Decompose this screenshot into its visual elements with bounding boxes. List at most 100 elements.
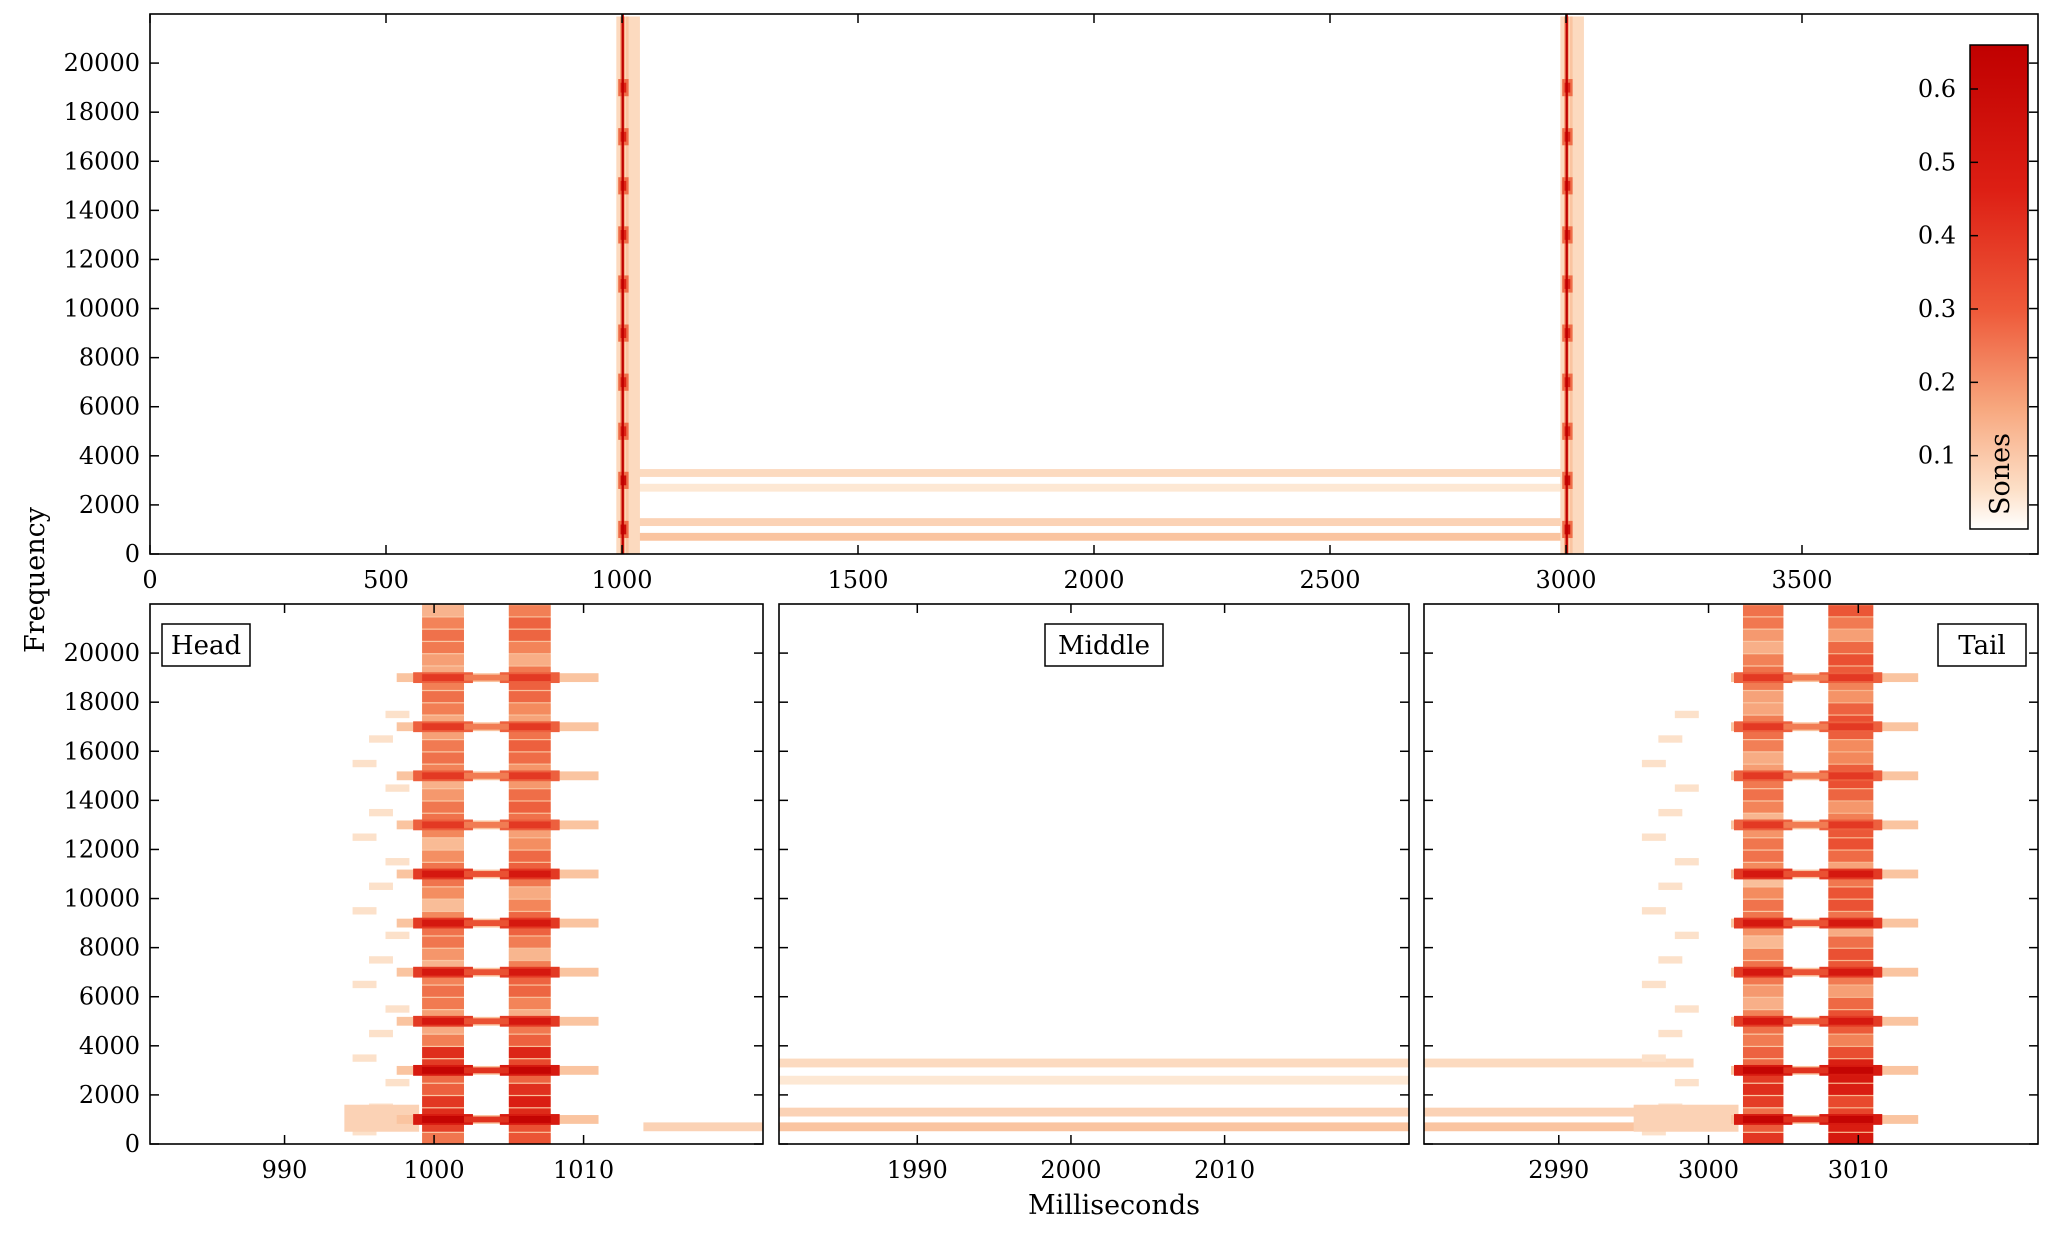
- burst-column-cell: [1828, 1108, 1874, 1120]
- colorbar-gradient: [1970, 45, 2028, 529]
- x-tick-label: 1000: [591, 566, 652, 594]
- y-tick-label: 16000: [64, 147, 140, 175]
- burst-column-cell: [508, 912, 551, 924]
- burst-column-cell: [422, 764, 464, 776]
- burst-column-cell: [1828, 678, 1874, 690]
- harmonic-peak: [1828, 968, 1874, 976]
- burst-column-cell: [1742, 875, 1784, 887]
- burst-column-cell: [1742, 605, 1784, 617]
- x-tick-label: 0: [142, 566, 157, 594]
- burst-column-cell: [508, 948, 551, 960]
- burst-column-cell: [422, 985, 464, 997]
- harmonic-peak: [1828, 674, 1874, 682]
- harmonic-peak: [508, 1066, 551, 1074]
- burst-column-cell: [1742, 1083, 1784, 1095]
- burst-column-cell: [508, 973, 551, 985]
- burst-column-cell: [1742, 666, 1784, 678]
- burst-column-cell: [1742, 777, 1784, 789]
- y-tick-label: 0: [125, 1130, 140, 1158]
- burst-column-cell: [1828, 924, 1874, 936]
- burst-column-cell: [1742, 826, 1784, 838]
- harmonic-bridge: [1783, 723, 1829, 730]
- burst-column-cell: [1742, 924, 1784, 936]
- burst-column-cell: [508, 764, 551, 776]
- burst-column-cell: [422, 1120, 464, 1132]
- burst-column-cell: [422, 617, 464, 629]
- burst-column-cell: [1742, 715, 1784, 727]
- pre-echo-cell: [1674, 931, 1699, 940]
- burst-column-cell: [1828, 862, 1874, 874]
- burst-column-cell: [508, 1108, 551, 1120]
- burst-column-cell: [422, 1022, 464, 1034]
- pre-echo-cell: [369, 1029, 393, 1038]
- burst-column-cell: [1742, 1059, 1784, 1071]
- y-tick-label: 14000: [64, 786, 140, 814]
- burst-column-cell: [508, 1071, 551, 1083]
- y-tick-label: 18000: [64, 688, 140, 716]
- harmonic-peak: [508, 919, 551, 927]
- pre-echo-cell: [1641, 759, 1666, 768]
- burst-column-cell: [422, 936, 464, 948]
- burst-column-cell: [1742, 703, 1784, 715]
- burst-column-cell: [508, 629, 551, 641]
- pre-echo-cell: [369, 956, 393, 964]
- harmonic-peak: [422, 723, 464, 731]
- burst-column-cell: [1828, 899, 1874, 911]
- burst-column-cell: [1742, 887, 1784, 899]
- tone-line: [779, 1058, 1409, 1068]
- burst-column-cell: [1828, 642, 1874, 654]
- burst-column-cell: [1742, 1022, 1784, 1034]
- burst-column-cell: [422, 997, 464, 1009]
- colorbar-tick-label: 0.2: [1918, 368, 1956, 396]
- burst-column-cell: [1828, 875, 1874, 887]
- burst-column-cell: [1828, 605, 1874, 617]
- zoom-panel-frame: [778, 603, 1410, 1145]
- harmonic-bridge: [1783, 772, 1829, 779]
- burst-column-cell: [1828, 1120, 1874, 1132]
- burst-column-cell: [422, 850, 464, 862]
- burst-column-cell: [1742, 764, 1784, 776]
- pre-echo-cell: [385, 858, 410, 866]
- pre-echo-cell: [1641, 907, 1666, 915]
- x-tick-label: 3500: [1771, 566, 1832, 594]
- pre-echo-cell: [1674, 858, 1699, 866]
- burst-column-cell: [422, 642, 464, 654]
- pre-echo-cell: [1641, 1054, 1666, 1062]
- harmonic-bridge: [463, 969, 509, 976]
- burst-column-cell: [1828, 629, 1874, 641]
- burst-column-cell: [422, 777, 464, 789]
- burst-column-cell: [508, 961, 551, 973]
- burst-column-cell: [422, 887, 464, 899]
- y-tick-label: 6000: [79, 983, 140, 1011]
- pre-echo-cell: [1674, 1078, 1699, 1087]
- burst-column-cell: [1828, 948, 1874, 960]
- burst-column-cell: [1742, 1047, 1784, 1059]
- panel-label-box: [1937, 623, 2027, 667]
- colorbar-tick-label: 0.6: [1918, 75, 1956, 103]
- y-tick-label: 4000: [79, 442, 140, 470]
- zoom-panel-frame: [1423, 603, 2039, 1145]
- harmonic-peak: [508, 772, 551, 780]
- panel-label: Head: [171, 631, 241, 661]
- harmonic-bridge: [1783, 1018, 1829, 1025]
- burst-column-cell: [508, 1010, 551, 1022]
- burst-column-cell: [1828, 764, 1874, 776]
- harmonic-peak: [1828, 870, 1874, 878]
- harmonic-bridge: [1783, 1067, 1829, 1074]
- pre-echo-cell: [385, 931, 410, 940]
- harmonic-bridge: [463, 674, 509, 681]
- burst-column-cell: [1742, 727, 1784, 739]
- burst-column-cell: [1742, 961, 1784, 973]
- burst-column-cell: [508, 605, 551, 617]
- pre-echo-cell: [1674, 710, 1699, 719]
- burst-column-cell: [1742, 617, 1784, 629]
- burst-column-cell: [1742, 985, 1784, 997]
- harmonic-peak: [422, 968, 464, 976]
- harmonic-peak: [422, 821, 464, 829]
- burst-column-cell: [1742, 678, 1784, 690]
- burst-column-cell: [1742, 936, 1784, 948]
- harmonic-peak: [1828, 821, 1874, 829]
- tone-line: [779, 1107, 1409, 1117]
- harmonic-bridge: [463, 723, 509, 730]
- x-tick-label: 3000: [1535, 566, 1596, 594]
